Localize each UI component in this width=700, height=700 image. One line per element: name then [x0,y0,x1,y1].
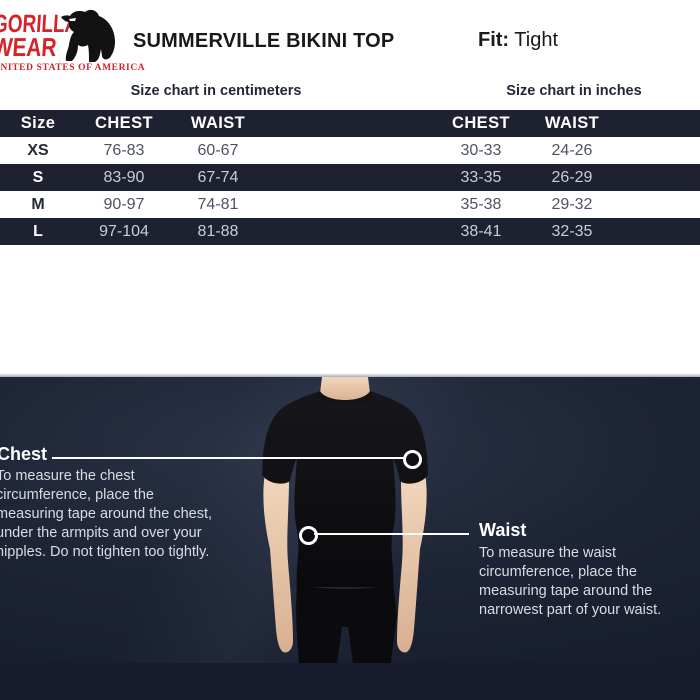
brand-logo: GORILLA WEAR UNITED STATES OF AMERICA [0,8,145,78]
cell-chest-cm: 83-90 [103,169,145,186]
col-chest-cm: CHEST [95,114,153,132]
model-photo [262,377,428,663]
waist-guide-text: To measure the waist circumference, plac… [479,545,662,618]
col-end [620,110,700,137]
cell-waist-cm: 60-67 [197,142,239,159]
table-row-s: S 83-90 67-74 33-35 26-29 [0,164,700,191]
cell-size: M [31,196,45,213]
fit-value: Tight [514,29,559,51]
waist-point-marker [299,526,318,545]
size-table: Size CHEST WAIST CHEST WAIST XS 76-83 60… [0,110,700,245]
cell-waist-cm: 67-74 [197,169,239,186]
brand-tagline: UNITED STATES OF AMERICA [0,63,146,73]
fit-info: Fit: Tight [478,29,558,52]
chest-point-marker [403,450,422,469]
cell-waist-in: 32-35 [551,223,593,240]
waist-callout-line [314,533,469,535]
cell-chest-cm: 90-97 [103,196,145,213]
cm-chart-title: Size chart in centimeters [130,83,302,99]
brand-name-line2: WEAR [0,32,58,62]
chest-callout-line [52,457,404,459]
chest-guide-title: Chest [0,444,48,464]
cell-waist-cm: 74-81 [197,196,239,213]
cell-chest-cm: 76-83 [103,142,145,159]
cell-waist-cm: 81-88 [197,223,239,240]
cell-chest-in: 30-33 [460,142,502,159]
col-waist-in: WAIST [544,114,600,132]
cell-waist-in: 24-26 [551,142,593,159]
col-waist-cm: WAIST [190,114,246,132]
fit-label: Fit: [478,29,510,51]
col-chest-in: CHEST [452,114,510,132]
cell-waist-in: 26-29 [551,169,593,186]
table-row-m: M 90-97 74-81 35-38 29-32 [0,191,700,218]
cell-size: S [32,169,44,186]
col-spacer [264,110,438,137]
footer-band [0,663,700,700]
cell-chest-in: 33-35 [460,169,502,186]
chest-guide-text: To measure the chest circumference, plac… [0,468,213,560]
in-chart-title: Size chart in inches [506,83,642,99]
cell-waist-in: 29-32 [551,196,593,213]
page-title: SUMMERVILLE BIKINI TOP [133,30,395,52]
cell-size: XS [27,142,49,159]
cell-size: L [33,223,43,240]
waist-guide-title: Waist [479,520,527,540]
table-row-l: L 97-104 81-88 38-41 32-35 [0,218,700,245]
table-header-row: Size CHEST WAIST CHEST WAIST [0,110,700,137]
cell-chest-in: 38-41 [460,223,502,240]
col-size: Size [20,114,56,132]
gorilla-icon [61,9,115,62]
cell-chest-cm: 97-104 [99,223,149,240]
cell-chest-in: 35-38 [460,196,502,213]
section-top-fade [0,373,700,377]
table-row-xs: XS 76-83 60-67 30-33 24-26 [0,137,700,164]
